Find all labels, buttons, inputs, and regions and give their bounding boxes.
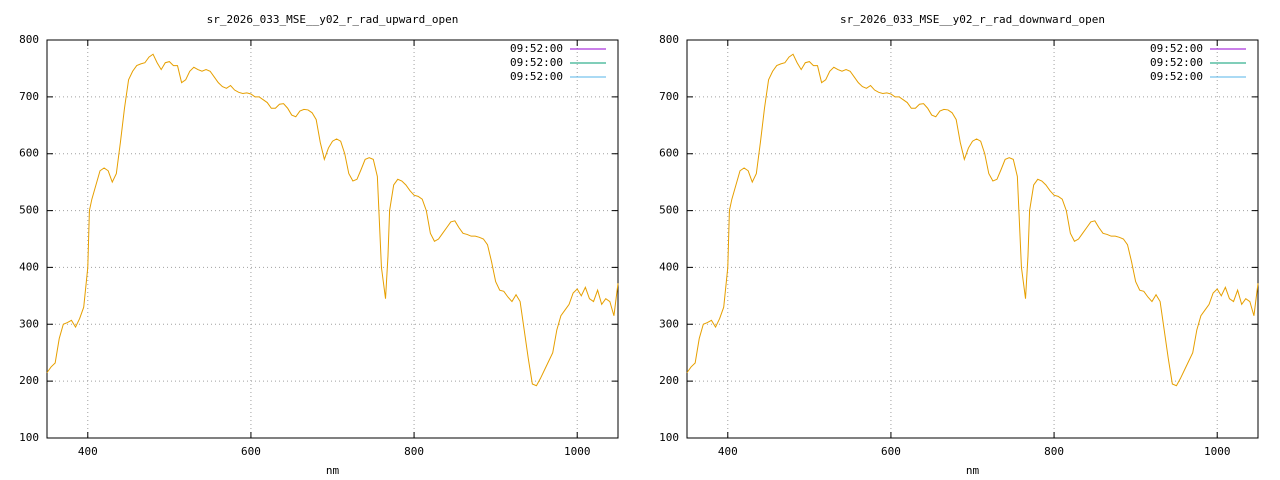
data-line [46, 53, 619, 387]
legend-label: 09:52:00 [510, 70, 563, 83]
x-axis-label: nm [966, 464, 980, 477]
x-tick-label: 800 [1044, 445, 1064, 458]
y-tick-label: 100 [659, 431, 679, 444]
legend-label: 09:52:00 [510, 56, 563, 69]
plot-frame [46, 39, 619, 439]
chart-title: sr_2026_033_MSE__y02_r_rad_upward_open [207, 13, 459, 26]
y-tick-label: 400 [19, 260, 39, 273]
x-tick-label: 400 [718, 445, 738, 458]
x-tick-label: 1000 [564, 445, 591, 458]
x-tick-label: 400 [78, 445, 98, 458]
x-tick-label: 600 [881, 445, 901, 458]
y-tick-label: 300 [19, 317, 39, 330]
x-axis-label: nm [326, 464, 340, 477]
chart-panel: sr_2026_033_MSE__y02_r_rad_downward_open… [659, 13, 1259, 477]
chart-panel: sr_2026_033_MSE__y02_r_rad_upward_opennm… [19, 13, 619, 477]
y-tick-label: 300 [659, 317, 679, 330]
chart-title: sr_2026_033_MSE__y02_r_rad_downward_open [840, 13, 1105, 26]
legend-label: 09:52:00 [1150, 56, 1203, 69]
x-tick-label: 800 [404, 445, 424, 458]
y-tick-label: 800 [19, 33, 39, 46]
legend-label: 09:52:00 [1150, 42, 1203, 55]
y-tick-label: 600 [659, 147, 679, 160]
x-tick-label: 1000 [1204, 445, 1231, 458]
data-line [686, 53, 1259, 387]
plot-frame [686, 39, 1259, 439]
y-tick-label: 100 [19, 431, 39, 444]
y-tick-label: 200 [659, 374, 679, 387]
y-tick-label: 800 [659, 33, 679, 46]
y-tick-label: 200 [19, 374, 39, 387]
x-tick-label: 600 [241, 445, 261, 458]
y-tick-label: 500 [19, 204, 39, 217]
y-tick-label: 700 [19, 90, 39, 103]
y-tick-label: 600 [19, 147, 39, 160]
y-tick-label: 500 [659, 204, 679, 217]
y-tick-label: 700 [659, 90, 679, 103]
legend-label: 09:52:00 [1150, 70, 1203, 83]
y-tick-label: 400 [659, 260, 679, 273]
legend-label: 09:52:00 [510, 42, 563, 55]
